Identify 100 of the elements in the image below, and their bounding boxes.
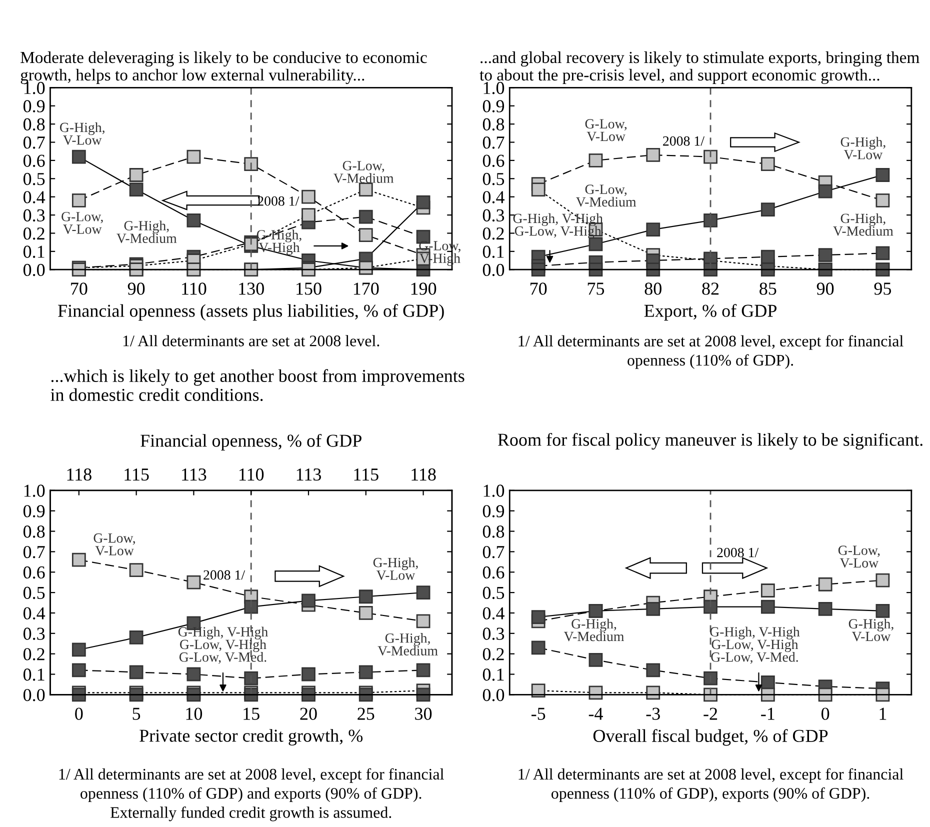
text: 115 — [124, 468, 149, 481]
chart-title: ...which is likely to get another boost from improvements in domestic credit conditions. — [50, 369, 464, 402]
point — [531, 182, 546, 196]
point — [646, 602, 660, 616]
y-tick-label: 0.4 — [482, 607, 504, 620]
point — [416, 663, 430, 678]
point — [760, 262, 775, 277]
point — [416, 614, 430, 628]
x-tick-label: 90 — [816, 282, 834, 295]
annotation: G-Low, V-Medium — [334, 161, 394, 184]
annotation: G-Low, V-Low — [585, 119, 627, 142]
point — [358, 665, 373, 680]
x-tick-label: -4 — [588, 708, 603, 720]
x-tick-label: 0 — [821, 708, 830, 720]
point — [531, 610, 546, 624]
x-tick-label: 30 — [415, 708, 432, 720]
y-tick-label: 0.2 — [23, 648, 44, 660]
x-tick-label: 20 — [300, 708, 317, 720]
point — [704, 671, 718, 686]
y-tick-label: 0.9 — [482, 505, 504, 518]
x-axis-title: Financial openness (assets plus liabilities, % of GDP) — [58, 304, 444, 321]
x-tick-label: -1 — [761, 708, 774, 720]
point — [186, 214, 201, 228]
y-tick-label: 0.8 — [23, 118, 45, 131]
point — [760, 688, 775, 702]
point — [818, 602, 832, 616]
x-tick-label: 80 — [644, 282, 662, 295]
y-tick-label: 0.2 — [23, 227, 44, 240]
y-tick-label: 0.6 — [482, 566, 504, 579]
y-tick-label: 0.1 — [482, 668, 504, 681]
point — [588, 153, 603, 168]
point — [244, 600, 258, 614]
point — [876, 246, 890, 260]
point — [129, 630, 144, 644]
y-tick-label: 0.0 — [482, 688, 504, 702]
point — [416, 586, 430, 600]
text: 1/ All determinants are set at 2008 level, except for financial openness (110% of GDP) and exports (90% of GDP). Externally funded credit growth is assumed. — [59, 768, 444, 822]
y-tick-label: 0.1 — [23, 668, 44, 681]
text: 1/ All determinants are set at 2008 level, except for financial openness (110% of GDP), exports (90% of GDP). — [518, 768, 904, 802]
y-tick-label: 0.3 — [23, 628, 45, 640]
y-tick-label: 0.3 — [482, 209, 504, 222]
annotation: 2008 1/ — [717, 548, 759, 558]
y-tick-label: 0.3 — [23, 209, 45, 222]
annotation: G-High, V-Medium — [833, 213, 894, 236]
point — [588, 686, 603, 700]
x-tick-label: -2 — [704, 708, 718, 720]
y-tick-label: 0.6 — [482, 154, 504, 167]
annotation: G-Low, V-Medium — [576, 184, 636, 207]
y-tick-label: 0.4 — [23, 607, 46, 620]
y-tick-label: 0.8 — [482, 118, 504, 131]
point — [646, 262, 660, 277]
y-tick-label: 1.0 — [24, 484, 45, 497]
point — [704, 262, 718, 277]
y-tick-label: 0.0 — [23, 688, 45, 702]
y-tick-label: 0.8 — [23, 526, 45, 538]
point — [588, 262, 603, 277]
point — [646, 663, 660, 678]
x-tick-label: 130 — [239, 282, 264, 295]
x-tick-label: 0 — [75, 708, 83, 720]
y-tick-label: 0.7 — [23, 136, 45, 149]
point — [358, 182, 373, 196]
point — [760, 600, 775, 614]
x-tick-label: -3 — [646, 708, 660, 720]
y-tick-label: 0.5 — [482, 172, 504, 186]
point — [186, 150, 201, 164]
annotation: G-High, V-Medium — [116, 220, 177, 244]
y-tick-label: 0.2 — [482, 648, 504, 660]
point — [72, 194, 86, 208]
y-tick-label: 0.4 — [482, 191, 504, 204]
x-tick-label: -5 — [531, 708, 546, 720]
annotation: G-High, V-Low — [373, 557, 418, 580]
point — [588, 653, 603, 667]
x-tick-label: 95 — [874, 282, 892, 295]
point — [646, 148, 660, 162]
y-tick-label: 0.4 — [23, 191, 46, 204]
annotation: G-Low, V-Low — [838, 546, 880, 568]
text: 110 — [239, 468, 264, 481]
y-tick-label: 0.1 — [482, 246, 504, 258]
point — [646, 222, 660, 237]
annotation: G-High, V-High G-Low, V-High G-Low, V-Med. — [710, 626, 800, 664]
point — [186, 575, 201, 590]
point — [704, 688, 718, 702]
y-tick-label: 0.5 — [23, 586, 45, 600]
point — [531, 684, 546, 698]
x-axis-title: Export, % of GDP — [644, 304, 776, 321]
annotation: G-High, V-Low — [848, 618, 894, 642]
point — [72, 150, 86, 164]
point — [244, 157, 258, 172]
x-axis-title: Overall fiscal budget, % of GDP — [593, 729, 828, 746]
point — [358, 606, 373, 620]
annotation: 2008 1/ — [204, 570, 246, 580]
y-tick-label: 0.5 — [482, 586, 504, 600]
point — [704, 150, 718, 164]
point — [302, 208, 316, 222]
x-axis-title: Private sector credit growth, % — [140, 729, 363, 746]
y-tick-label: 0.9 — [23, 505, 45, 518]
point — [416, 688, 430, 702]
point — [760, 584, 775, 598]
point — [704, 214, 718, 228]
annotation: G-Low, V-Low — [62, 212, 103, 234]
